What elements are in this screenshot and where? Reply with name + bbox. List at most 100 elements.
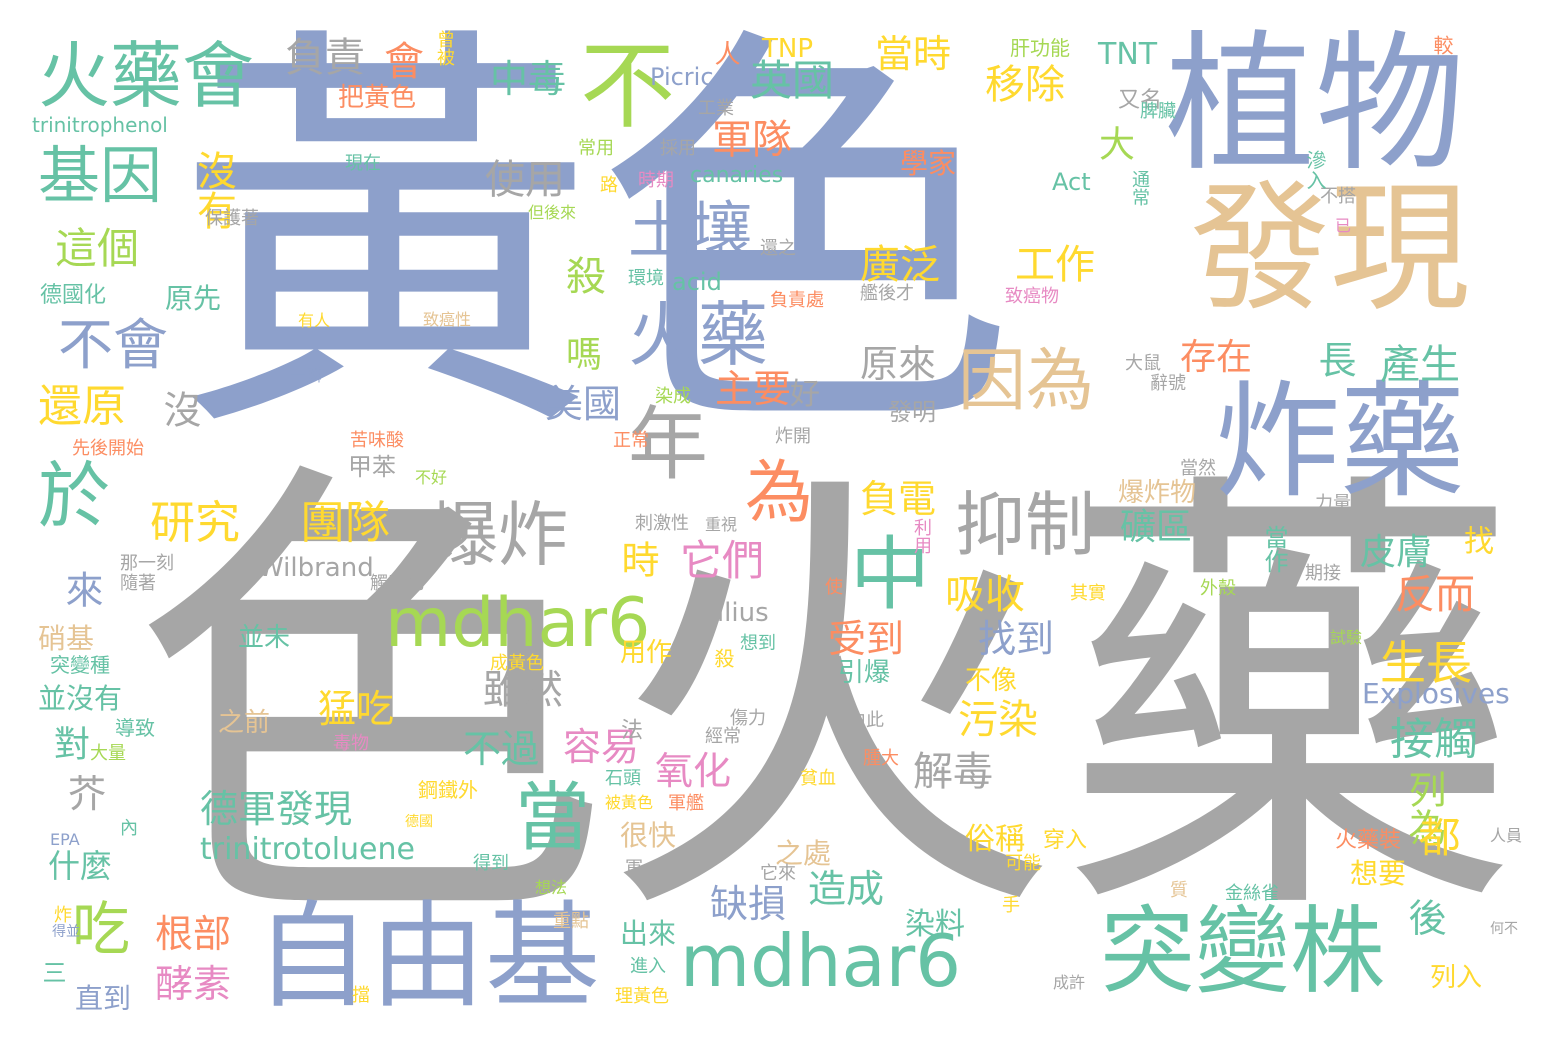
cloud-word: 致癌性: [423, 310, 472, 329]
cloud-word: 主要: [715, 367, 792, 411]
cloud-word: 火藥: [628, 294, 768, 376]
cloud-word: 環境: [628, 268, 664, 289]
cloud-word: 理黃色: [615, 986, 669, 1007]
cloud-word: 會: [377, 40, 423, 80]
cloud-word: 直到: [75, 982, 132, 1015]
cloud-word: 找: [1458, 525, 1493, 555]
cloud-word: 時期: [638, 170, 674, 191]
cloud-word: 容易: [563, 725, 640, 769]
cloud-word: 殺: [711, 648, 735, 668]
cloud-word: 發明: [888, 398, 936, 426]
cloud-word: trinitrophenol: [32, 113, 168, 137]
cloud-word: 工作: [1015, 242, 1095, 288]
cloud-word: 脾臟: [1140, 101, 1176, 122]
cloud-word: 成黃色: [490, 653, 544, 674]
cloud-word: 鋼鐵外: [418, 778, 478, 802]
cloud-word: 後: [1402, 898, 1446, 936]
cloud-word: 很快: [620, 819, 677, 852]
cloud-word: 炸: [51, 905, 72, 923]
cloud-word: 時: [615, 540, 659, 578]
cloud-word: 皮膚: [1360, 532, 1433, 573]
cloud-word: 人: [710, 40, 740, 66]
cloud-word: mdhar6: [680, 919, 962, 1003]
cloud-word: 手: [999, 895, 1020, 913]
cloud-word: 較: [1430, 35, 1454, 55]
cloud-word: 使用: [485, 157, 565, 203]
cloud-word: 沒: [157, 390, 201, 428]
cloud-word: 金絲雀: [1225, 883, 1279, 904]
cloud-word: 根部: [155, 912, 232, 956]
cloud-word: 它來: [760, 863, 796, 884]
cloud-word: 美國: [545, 382, 622, 426]
cloud-word: 解毒: [913, 749, 993, 795]
cloud-word: 有人: [298, 311, 331, 330]
cloud-word: 得並: [52, 924, 80, 940]
cloud-word: 火藥會: [38, 34, 255, 118]
cloud-word: 其實: [1070, 583, 1106, 604]
cloud-word: 又名: [1118, 88, 1163, 113]
cloud-word: 酵素: [155, 962, 232, 1006]
cloud-word: 吸收: [945, 572, 1025, 618]
cloud-word: 列為: [1402, 770, 1446, 846]
cloud-word: 德國: [405, 814, 433, 830]
cloud-word: 雖然: [483, 667, 563, 713]
cloud-word: 缺損: [710, 882, 787, 926]
cloud-word: 中毒: [490, 57, 567, 101]
cloud-word: 它們: [680, 536, 765, 585]
cloud-word: 因為: [958, 342, 1095, 421]
cloud-word: 於: [38, 454, 111, 538]
cloud-word: 生長: [1380, 636, 1472, 690]
cloud-word: 正常: [613, 430, 649, 451]
cloud-word: 三: [38, 960, 66, 984]
cloud-word: 何不: [1490, 921, 1518, 937]
cloud-word: 為: [745, 454, 814, 533]
cloud-word: 還之: [760, 238, 796, 259]
cloud-word: 成許: [1053, 973, 1086, 992]
cloud-word: 什麼: [48, 847, 113, 885]
cloud-word: 但後來: [528, 203, 577, 222]
cloud-word: 質: [1167, 880, 1188, 898]
cloud-word: 沒有: [190, 150, 236, 230]
cloud-word: 引爆: [838, 658, 891, 688]
cloud-word: 一瞬: [290, 366, 323, 385]
cloud-word: 滲入: [1303, 150, 1327, 190]
cloud-word: 爆炸物: [1118, 478, 1197, 508]
cloud-word: 甲苯: [348, 453, 396, 481]
cloud-word: 色: [130, 425, 610, 984]
cloud-word: 已: [1335, 216, 1352, 235]
cloud-word: 學家: [900, 147, 957, 180]
cloud-word: 並沒有: [38, 682, 123, 715]
cloud-word: 曾被: [434, 30, 455, 66]
cloud-word: 試驗: [1330, 628, 1363, 647]
cloud-word: 對: [48, 725, 89, 761]
cloud-word: 來: [59, 570, 103, 608]
cloud-word: 反而: [1395, 572, 1475, 618]
cloud-word: 負電: [860, 477, 937, 521]
cloud-word: 研究: [150, 496, 241, 549]
cloud-word: 造成: [808, 867, 885, 911]
cloud-word: 保護著: [205, 208, 259, 229]
cloud-word: 污染: [958, 697, 1038, 743]
cloud-word: 之處: [775, 837, 832, 870]
cloud-word: 炸開: [775, 426, 811, 447]
cloud-word: 發現: [1190, 168, 1471, 331]
cloud-word: 黃色: [175, 0, 1015, 484]
cloud-word: 染成: [655, 386, 691, 407]
cloud-word: 軍: [625, 858, 643, 879]
cloud-word: 當: [515, 773, 591, 861]
cloud-word: 土壤: [628, 194, 753, 267]
cloud-word: 植物: [1165, 18, 1466, 192]
cloud-word: 內: [120, 818, 138, 839]
cloud-word: 腫大: [863, 748, 899, 769]
cloud-word: 辭號: [1150, 373, 1186, 394]
cloud-word: 原來: [860, 342, 937, 386]
cloud-word: 當時: [875, 32, 952, 76]
cloud-word: 殺: [559, 255, 605, 295]
cloud-word: 不: [580, 32, 676, 142]
cloud-word: 想法: [535, 878, 568, 897]
cloud-word: 火藥: [600, 437, 1520, 972]
cloud-word: 氧化: [655, 749, 732, 793]
cloud-word: 突變株: [1100, 897, 1386, 1007]
cloud-word: 刺激性: [635, 513, 689, 534]
cloud-word: 產生: [1380, 342, 1460, 388]
